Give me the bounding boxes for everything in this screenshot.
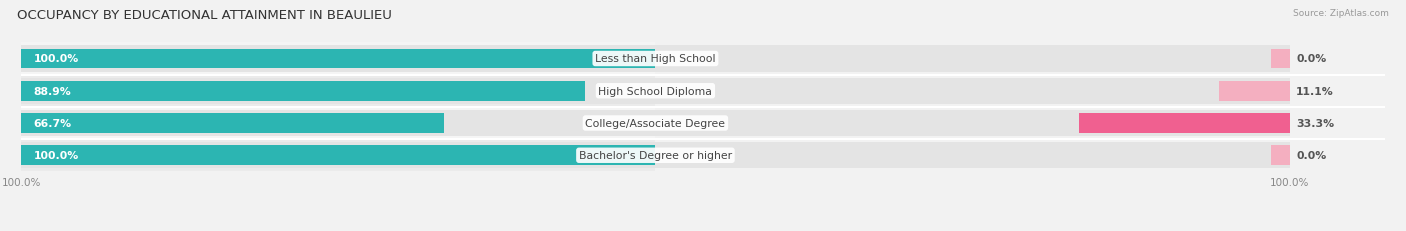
Bar [1271,49,1289,69]
Text: High School Diploma: High School Diploma [599,86,713,96]
Bar [21,146,655,166]
Text: 0.0%: 0.0% [1296,54,1326,64]
Text: 88.9%: 88.9% [34,86,72,96]
Bar [21,113,444,134]
Text: 0.0%: 0.0% [1296,151,1326,161]
Text: Bachelor's Degree or higher: Bachelor's Degree or higher [579,151,733,161]
Bar [0,140,655,172]
Text: 66.7%: 66.7% [34,119,72,128]
Bar [0,43,655,75]
Text: OCCUPANCY BY EDUCATIONAL ATTAINMENT IN BEAULIEU: OCCUPANCY BY EDUCATIONAL ATTAINMENT IN B… [17,9,392,22]
Text: Source: ZipAtlas.com: Source: ZipAtlas.com [1294,9,1389,18]
Bar [1078,113,1289,134]
Bar [21,78,1289,104]
Text: 33.3%: 33.3% [1296,119,1334,128]
Text: 100.0%: 100.0% [34,151,79,161]
Text: Less than High School: Less than High School [595,54,716,64]
Bar [0,75,655,107]
Bar [21,49,655,69]
Bar [1219,81,1289,101]
Text: 11.1%: 11.1% [1296,86,1334,96]
Bar [21,46,1289,72]
Bar [1271,146,1289,166]
Bar [0,107,655,140]
Text: College/Associate Degree: College/Associate Degree [585,119,725,128]
Bar [21,143,1289,169]
Text: 100.0%: 100.0% [34,54,79,64]
Bar [21,81,585,101]
Bar [21,110,1289,137]
